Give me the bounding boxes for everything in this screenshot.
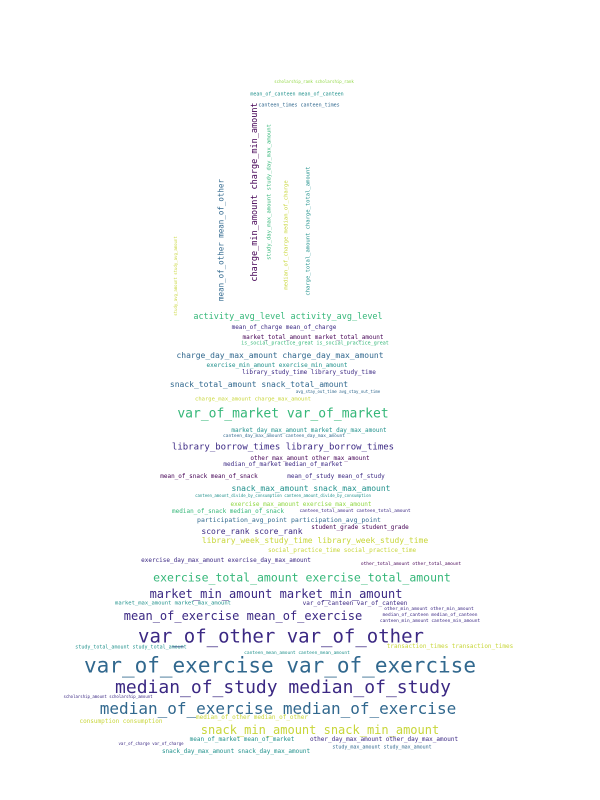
word-mean-of-snack: mean_of_snack mean_of_snack: [160, 473, 258, 480]
word-is-social-practice-great: is_social_practice_great is_social_pract…: [241, 340, 389, 347]
word-snack-total-amount: snack_total_amount snack_total_amount: [169, 380, 349, 389]
word-median-of-market: median_of_market median_of_market: [223, 461, 343, 468]
word-var-of-exercise: var_of_exercise var_of_exercise: [84, 653, 476, 678]
word-mean-of-other: mean_of_other mean_of_other: [216, 179, 226, 301]
word-snack-min-amount: snack_min_amount snack_min_amount: [200, 723, 440, 737]
word-median-of-exercise: median_of_exercise median_of_exercise: [99, 699, 457, 718]
word-mean-of-market: mean_of_market mean_of_market: [189, 736, 295, 743]
word-other-min-amount: other_min_amount other_min_amount: [384, 606, 474, 612]
word-median-of-snack: median_of_snack median_of_snack: [172, 508, 284, 515]
word-median-of-other: median_of_other median_of_other: [196, 714, 308, 721]
word-mean-of-exercise: mean_of_exercise mean_of_exercise: [123, 609, 363, 623]
word-library-study-time: library_study_time library_study_time: [242, 369, 376, 376]
word-median-of-canteen: median_of_canteen median_of_canteen: [382, 612, 478, 618]
word-other-total-amount: other_total_amount other_total_amount: [360, 561, 462, 567]
word-snack-day-max-amount: snack_day_max_amount snack_day_max_amoun…: [161, 748, 311, 755]
word-activity-avg-level: activity_avg_level activity_avg_level: [193, 311, 383, 322]
word-library-week-study-time: library_week_study_time library_week_stu…: [201, 536, 429, 545]
word-mean-of-study: mean_of_study mean_of_study: [287, 473, 385, 480]
word-market-max-amount: market_max_amount market_max_amount: [115, 600, 231, 607]
word-var-of-other: var_of_other var_of_other: [138, 625, 424, 648]
word-market-day-max-amount: market_day_max_amount market_day_max_amo…: [231, 427, 387, 434]
word-canteen-amount-divide-by-consumption: canteen_amount_divide_by_consumption can…: [195, 493, 371, 498]
word-participation-avg-point: participation_avg_point participation_av…: [197, 515, 381, 524]
word-canteen-day-max-amount: canteen_day_max_amount canteen_day_max_a…: [223, 433, 345, 439]
word-student-grade: student_grade student_grade: [311, 524, 409, 531]
word-median-of-charge: median_of_charge median_of_charge: [283, 180, 290, 290]
word-var-of-charge: var_of_charge var_of_charge: [118, 741, 184, 746]
word-exercise-day-max-amount: exercise_day_max_amount exercise_day_max…: [141, 557, 311, 564]
word-transaction-times: transaction_times transaction_times: [386, 643, 514, 650]
word-study-avg-amount: study_avg_amount study_avg_amount: [173, 236, 178, 316]
word-exercise-total-amount: exercise_total_amount exercise_total_amo…: [153, 570, 451, 585]
word-mean-of-canteen: mean_of_canteen mean_of_canteen: [250, 91, 344, 98]
word-mean-of-charge: mean_of_charge mean_of_charge: [231, 324, 337, 331]
word-exercise-max-amount: exercise_max_amount exercise_max_amount: [230, 501, 372, 508]
word-scholarship-amount: scholarship_amount scholarship_amount: [63, 694, 153, 699]
word-other-day-max-amount: other_day_max_amount other_day_max_amoun…: [309, 736, 459, 743]
word-canteen-mean-amount: canteen_mean_amount canteen_mean_amount: [244, 650, 350, 656]
word-canteen-min-amount: canteen_min_amount canteen_min_amount: [379, 618, 481, 624]
word-score-rank: score_rank score_rank: [201, 527, 303, 536]
word-market-total-amount: market_total_amount market_total_amount: [242, 334, 384, 341]
word-canteen-times: canteen_times canteen_times: [258, 102, 340, 109]
word-snack-max-amount: snack_max_amount snack_max_amount: [231, 484, 391, 493]
word-study-max-amount: study_max_amount study_max_amount: [332, 744, 432, 751]
word-study-day-max-amount: study_day_max_amount study_day_max_amoun…: [266, 124, 273, 260]
word-avg-stay-out-time: avg_stay_out_time avg_stay_out_time: [295, 389, 381, 394]
word-scholarship-rank: scholarship_rank scholarship_rank: [274, 79, 354, 84]
word-charge-day-max-amount: charge_day_max_amount charge_day_max_amo…: [176, 351, 384, 360]
word-charge-max-amount: charge_max_amount charge_max_amount: [195, 396, 311, 403]
word-library-borrow-times: library_borrow_times library_borrow_time…: [171, 442, 395, 453]
word-var-of-market: var_of_market var_of_market: [177, 406, 389, 422]
word-social-practice-time: social_practice_time social_practice_tim…: [267, 547, 417, 554]
word-canteen-total-amount: canteen_total_amount canteen_total_amoun…: [299, 508, 411, 514]
word-median-of-study: median_of_study median_of_study: [115, 677, 451, 698]
word-other-max-amount: other_max_amount other_max_amount: [250, 455, 370, 462]
word-market-min-amount: market_min_amount market_min_amount: [149, 587, 403, 601]
word-charge-total-amount: charge_total_amount charge_total_amount: [305, 166, 312, 296]
word-exercise-min-amount: exercise_min_amount exercise_min_amount: [206, 362, 348, 369]
word-charge-min-amount: charge_min_amount charge_min_amount: [249, 102, 260, 282]
word-consumption: consumption consumption: [79, 718, 163, 725]
word-var-of-canteen: var_of_canteen var_of_canteen: [302, 600, 408, 607]
word-study-total-amount: study_total_amount study_total_amount: [75, 644, 187, 651]
